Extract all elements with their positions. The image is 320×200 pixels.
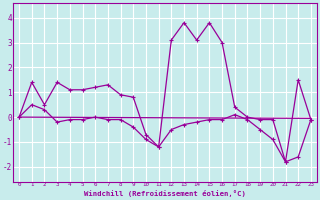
X-axis label: Windchill (Refroidissement éolien,°C): Windchill (Refroidissement éolien,°C) (84, 190, 246, 197)
